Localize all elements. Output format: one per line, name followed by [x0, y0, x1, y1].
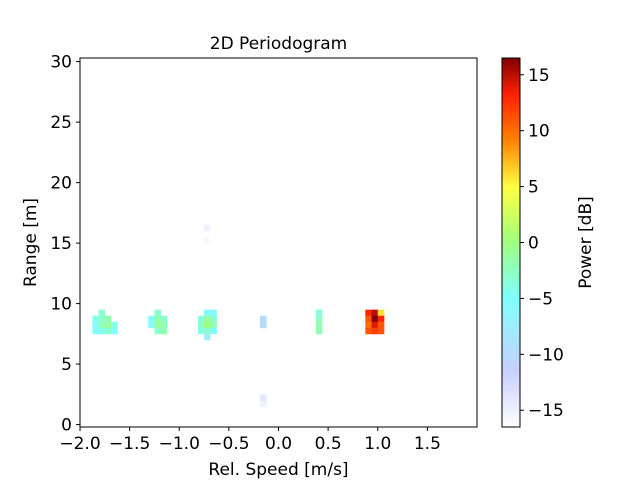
x-tick-label: −2.0 [59, 434, 100, 454]
heatmap-cell [210, 327, 217, 335]
x-tick-label: 0.0 [265, 434, 292, 454]
colorbar-tick-label: −5 [528, 289, 553, 309]
heatmap-cell [92, 321, 99, 329]
chart-title: 2D Periodogram [210, 34, 347, 54]
heatmap-cell [148, 315, 155, 323]
heatmap-cell [204, 309, 211, 317]
heatmap-cell [104, 321, 112, 329]
heatmap-cell [210, 309, 217, 317]
heatmap-cell [98, 315, 106, 323]
y-axis: 0 5 10 15 20 25 30 [50, 53, 80, 436]
heatmap-cell [204, 327, 211, 335]
heatmap-cell [377, 309, 385, 317]
heatmap-cell [371, 315, 379, 323]
colorbar-tick-label: 10 [528, 122, 550, 142]
heatmap-cell [197, 315, 205, 323]
heatmap-cell [365, 315, 372, 323]
heatmap-cell [160, 321, 168, 329]
y-tick-label: 20 [50, 174, 72, 194]
heatmap-cell [259, 400, 267, 407]
heatmap-cell [210, 315, 217, 323]
colorbar-tick-label: 0 [528, 234, 539, 254]
heatmap-cell [154, 327, 162, 335]
colorbar-axis: −15 −10 −5 0 5 10 15 [520, 66, 564, 421]
y-tick-label: 30 [50, 53, 72, 73]
x-axis: −2.0 −1.5 −1.0 −0.5 0.0 0.5 1.0 1.5 [59, 427, 441, 454]
heatmap-cell [259, 394, 267, 401]
heatmap-cell [148, 321, 155, 329]
heatmap-cell [154, 321, 162, 329]
heatmap-cell [259, 315, 267, 323]
heatmap-cell [315, 315, 323, 323]
heatmap-cell [204, 321, 211, 329]
heatmap-cell [197, 327, 205, 335]
heatmap-cell [154, 315, 162, 323]
x-tick-label: 1.0 [364, 434, 391, 454]
x-tick-label: 1.5 [414, 434, 441, 454]
heatmap-cell [160, 315, 168, 323]
y-tick-label: 25 [50, 113, 72, 133]
colorbar-tick-label: −10 [528, 345, 564, 365]
y-tick-label: 15 [50, 234, 72, 254]
heatmap-cell [92, 327, 99, 335]
heatmap-cell [259, 321, 267, 329]
heatmap-cell [315, 309, 323, 317]
heatmap-cell [210, 321, 217, 329]
heatmap-cell [365, 309, 372, 317]
x-tick-label: 0.5 [315, 434, 342, 454]
heatmap-cell [204, 237, 211, 244]
heatmap-cell [111, 321, 118, 329]
y-tick-label: 10 [50, 295, 72, 315]
heatmap-cell [377, 321, 385, 329]
heatmap-cell [98, 309, 106, 317]
heatmap-cell [92, 315, 99, 323]
colorbar-label: Power [dB] [576, 196, 596, 289]
y-tick-label: 0 [61, 416, 72, 436]
heatmap-cell [365, 327, 372, 335]
x-tick-label: −1.5 [109, 434, 150, 454]
heatmap-cell [111, 327, 118, 335]
heatmap-cell [371, 327, 379, 335]
heatmap-cell [204, 315, 211, 323]
heatmap-cell [365, 321, 372, 329]
y-tick-label: 5 [61, 355, 72, 375]
x-axis-label: Rel. Speed [m/s] [208, 460, 348, 480]
colorbar [501, 57, 521, 428]
colorbar-tick-label: 15 [528, 66, 550, 86]
colorbar-tick-label: 5 [528, 178, 539, 198]
heatmap-cell [154, 309, 162, 317]
x-tick-label: −0.5 [208, 434, 249, 454]
x-tick-label: −1.0 [159, 434, 200, 454]
y-axis-label: Range [m] [21, 198, 41, 287]
heatmap-cell [98, 327, 106, 335]
heatmap-cell [204, 224, 211, 232]
heatmap-cell [98, 321, 106, 329]
heatmap-cell [371, 321, 379, 329]
heatmap-cell [204, 333, 211, 341]
heatmap-cell [315, 321, 323, 329]
heatmap-cell [371, 309, 379, 317]
heatmap-cell [104, 315, 112, 323]
heatmap-cell [315, 327, 323, 335]
heatmap-cell [377, 327, 385, 335]
plot-frame [79, 57, 478, 428]
colorbar-tick-label: −15 [528, 401, 564, 421]
heatmap-cell [160, 327, 168, 335]
heatmap-cells [92, 224, 385, 407]
heatmap-cell [197, 321, 205, 329]
heatmap-cell [377, 315, 385, 323]
heatmap-cell [104, 327, 112, 335]
